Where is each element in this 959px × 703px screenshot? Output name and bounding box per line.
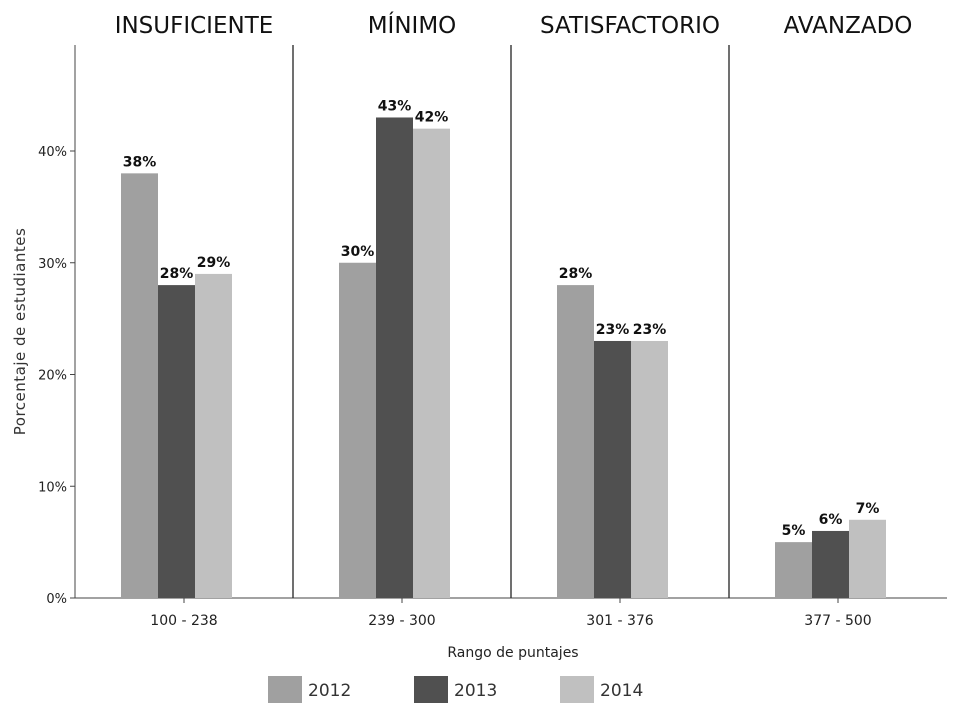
bar-2014 [849, 519, 886, 598]
x-axis-title: Rango de puntajes [447, 645, 578, 661]
y-tick-label: 20% [38, 369, 67, 384]
y-tick-label: 30% [38, 257, 67, 272]
bar-2014 [631, 340, 668, 598]
bar-2012 [775, 542, 812, 598]
data-label: 23% [596, 322, 630, 338]
bar-2013 [158, 285, 195, 598]
x-tick-label: 377 - 500 [804, 613, 871, 629]
data-label: 5% [782, 523, 806, 539]
bar-2012 [557, 285, 594, 598]
legend-label: 2013 [454, 681, 497, 701]
legend-label: 2012 [308, 681, 351, 701]
bar-2012 [121, 173, 158, 598]
data-label: 42% [415, 110, 449, 126]
legend-swatch-2012 [268, 676, 302, 703]
band-title: AVANZADO [784, 13, 913, 39]
y-tick-label: 10% [38, 480, 67, 495]
bar-2014 [195, 273, 232, 598]
y-tick-label: 0% [46, 592, 67, 607]
bar-2013 [594, 340, 631, 598]
y-tick-label: 40% [38, 145, 67, 160]
data-label: 23% [633, 322, 667, 338]
x-tick-label: 100 - 238 [150, 613, 217, 629]
data-label: 38% [123, 154, 157, 170]
data-label: 28% [160, 266, 194, 282]
data-label: 7% [856, 501, 880, 517]
bar-2013 [376, 117, 413, 598]
y-axis-title: Porcentaje de estudiantes [11, 228, 29, 436]
bar-2014 [413, 128, 450, 598]
band-title: SATISFACTORIO [540, 13, 720, 39]
legend-label: 2014 [600, 681, 643, 701]
bar-2012 [339, 262, 376, 598]
data-label: 30% [341, 244, 375, 260]
x-tick-label: 239 - 300 [368, 613, 435, 629]
data-label: 43% [378, 98, 412, 114]
x-tick-label: 301 - 376 [586, 613, 653, 629]
data-label: 6% [819, 512, 843, 528]
legend-swatch-2014 [560, 676, 594, 703]
legend-swatch-2013 [414, 676, 448, 703]
band-title: MÍNIMO [368, 11, 457, 39]
bar-2013 [812, 530, 849, 598]
data-label: 28% [559, 266, 593, 282]
data-label: 29% [197, 255, 231, 271]
band-title: INSUFICIENTE [115, 13, 274, 39]
